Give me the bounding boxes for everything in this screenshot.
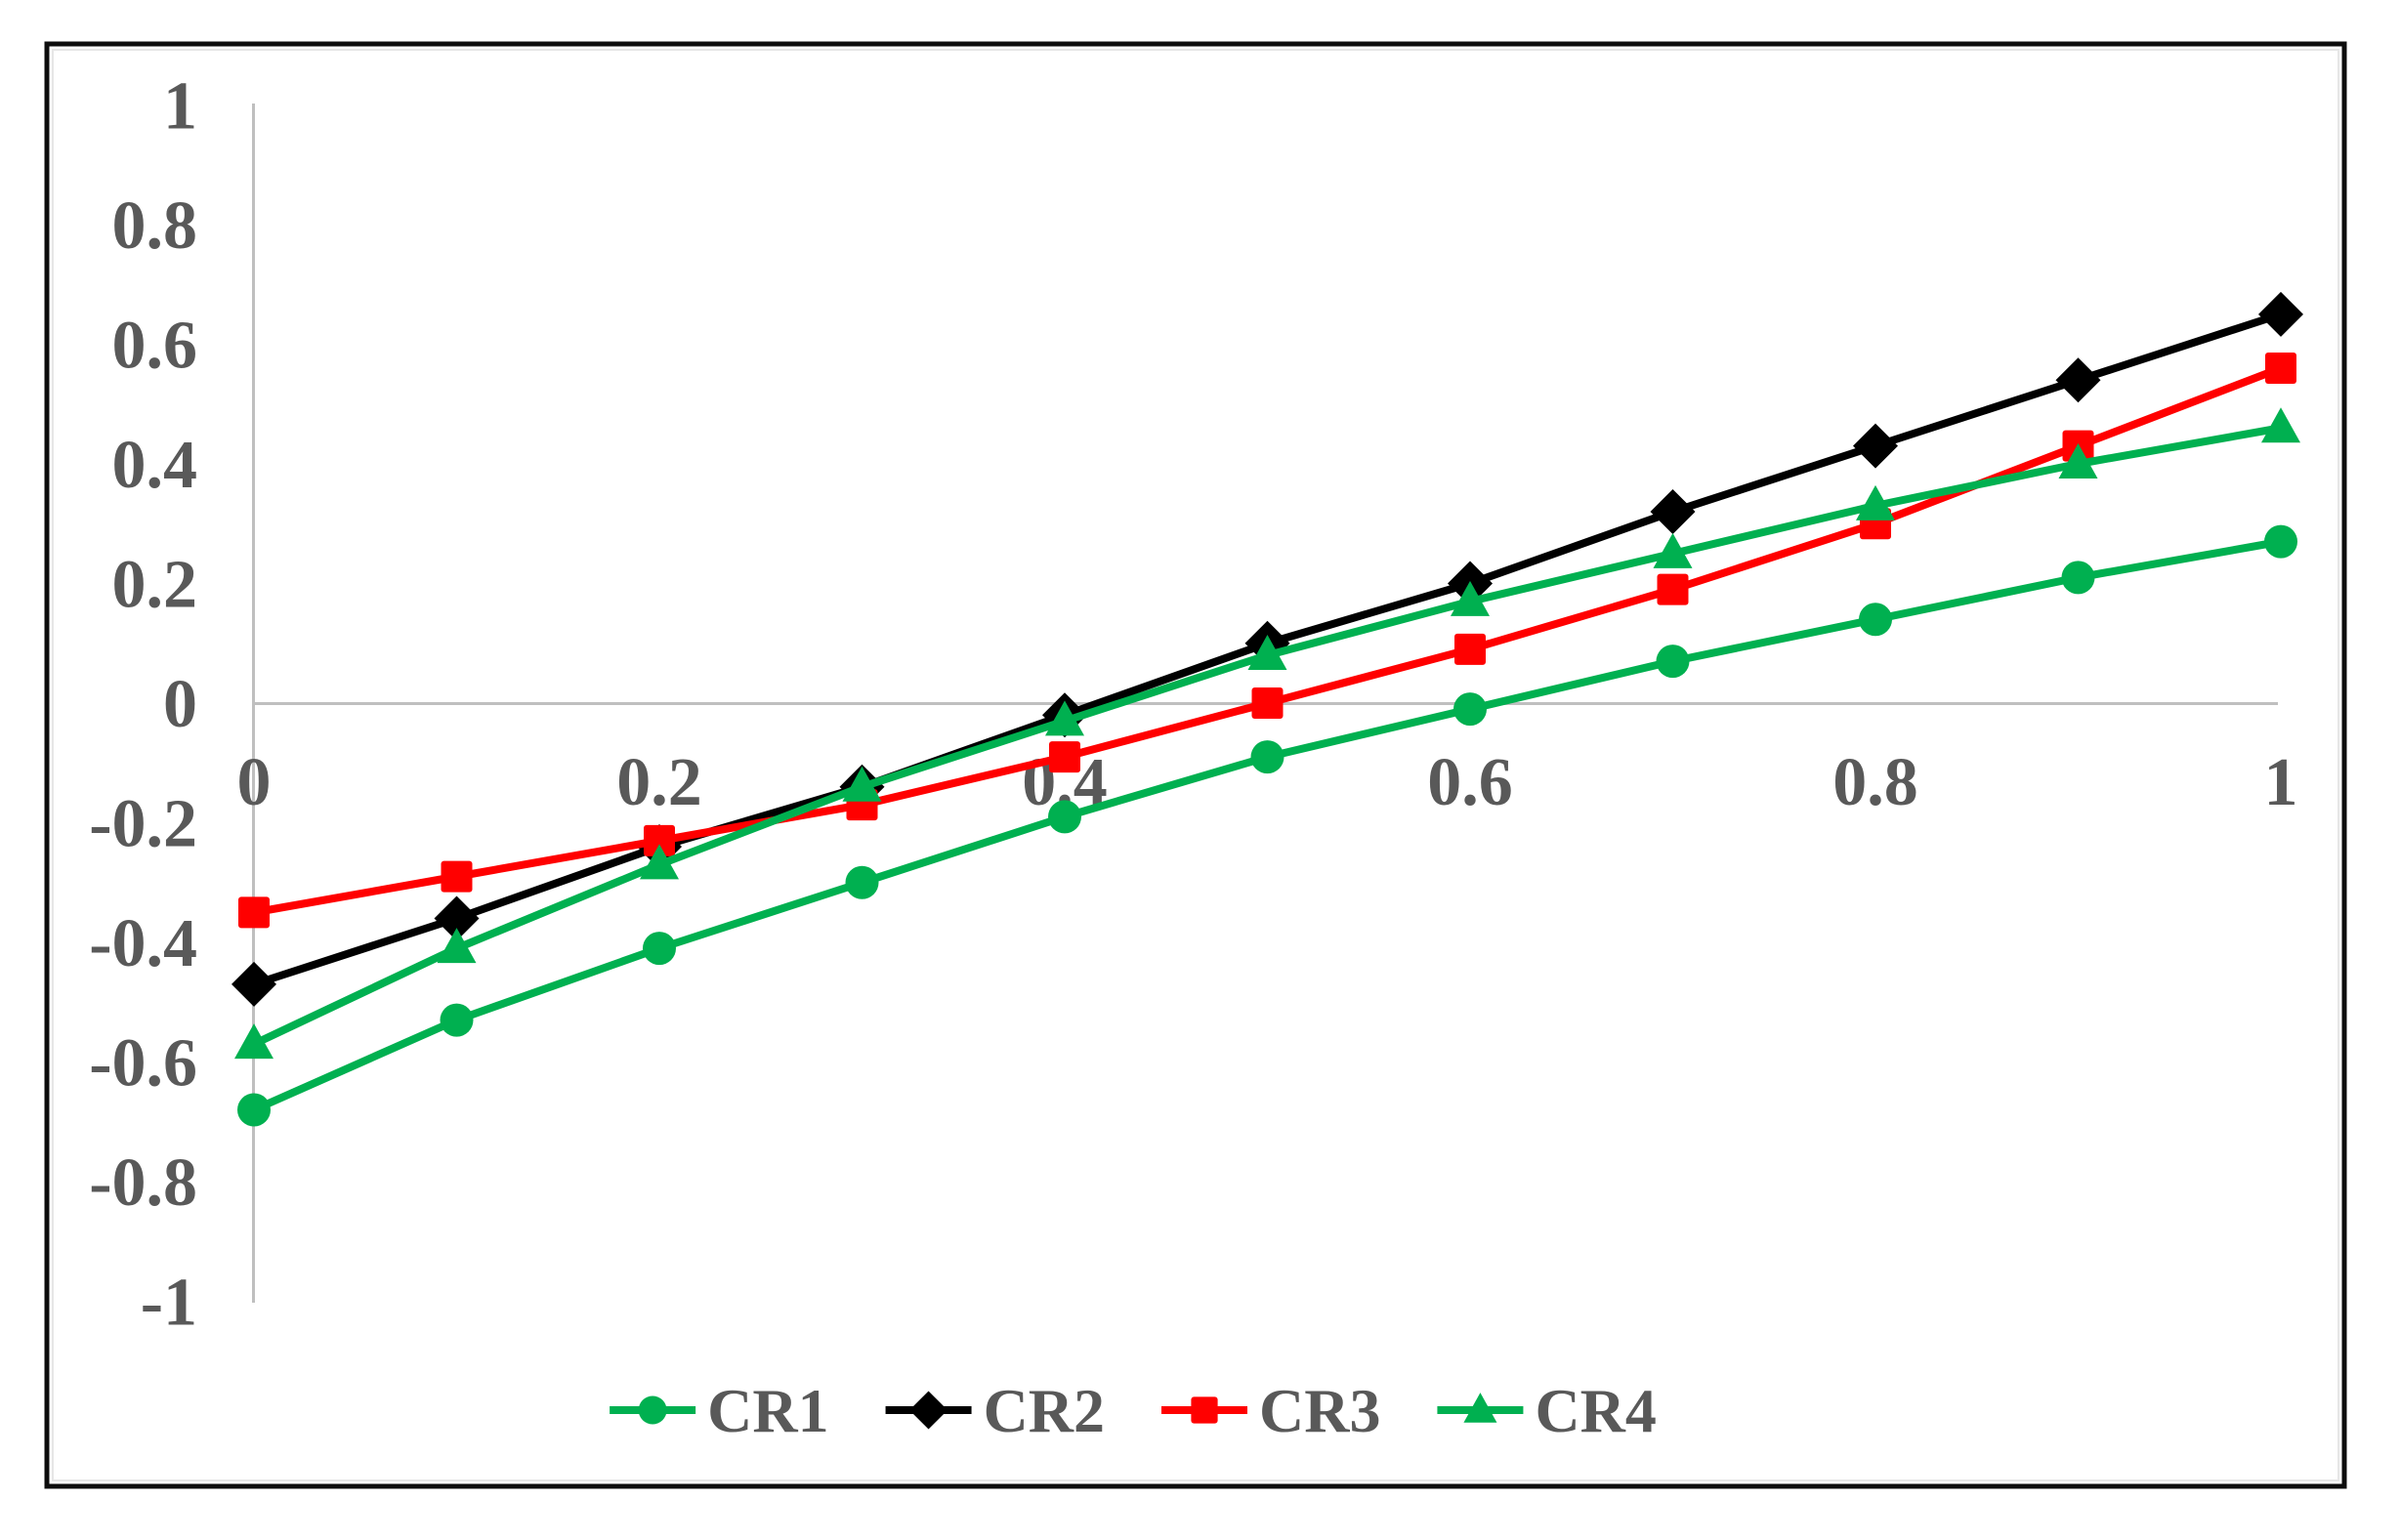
legend-square-icon <box>1191 1396 1218 1424</box>
x-tick-label-0: 0 <box>237 745 272 820</box>
marker-CR1-2 <box>643 932 676 966</box>
marker-CR1-3 <box>845 865 879 899</box>
marker-CR4-4 <box>1045 700 1084 736</box>
legend-label-CR4: CR4 <box>1535 1376 1656 1445</box>
y-tick-label--0.6: -0.6 <box>89 1026 197 1102</box>
marker-CR4-3 <box>842 766 882 802</box>
x-tick-label-0.8: 0.8 <box>1832 745 1918 820</box>
x-tick-label-0.6: 0.6 <box>1427 745 1513 820</box>
marker-CR3-0 <box>238 896 270 929</box>
marker-CR1-8 <box>1859 603 1892 637</box>
marker-CR2-10 <box>2258 291 2303 337</box>
marker-CR1-1 <box>440 1003 474 1037</box>
marker-CR4-5 <box>1247 635 1287 670</box>
marker-CR3-7 <box>1657 573 1689 605</box>
legend-label-CR1: CR1 <box>707 1376 828 1445</box>
marker-CR3-6 <box>1454 633 1486 665</box>
series-CR3 <box>238 353 2296 929</box>
marker-CR1-5 <box>1250 740 1284 774</box>
marker-CR4-7 <box>1653 532 1693 568</box>
marker-CR2-0 <box>232 961 276 1007</box>
marker-CR3-5 <box>1251 687 1284 719</box>
legend-circle-icon <box>638 1395 667 1425</box>
marker-CR3-1 <box>441 860 473 893</box>
legend-diamond-icon <box>909 1391 948 1430</box>
legend-item-CR2: CR2 <box>885 1376 1105 1445</box>
y-tick-label-0.6: 0.6 <box>112 309 198 384</box>
y-tick-label-0.8: 0.8 <box>112 188 198 264</box>
marker-CR4-9 <box>2058 443 2098 479</box>
legend-item-CR4: CR4 <box>1437 1376 1657 1445</box>
marker-CR1-9 <box>2061 561 2095 595</box>
marker-CR4-8 <box>1856 484 1895 520</box>
marker-CR4-10 <box>2261 407 2300 443</box>
y-tick-label-0.2: 0.2 <box>112 548 198 623</box>
marker-CR1-7 <box>1656 645 1690 679</box>
y-tick-label-0: 0 <box>163 667 197 742</box>
marker-CR2-9 <box>2055 357 2101 403</box>
legend-item-CR3: CR3 <box>1161 1376 1380 1445</box>
series-CR4 <box>234 407 2300 1060</box>
y-tick-label--0.8: -0.8 <box>89 1145 197 1221</box>
marker-CR3-10 <box>2265 353 2296 384</box>
marker-CR4-0 <box>234 1023 274 1060</box>
series-CR1 <box>237 524 2297 1127</box>
legend-triangle-icon <box>1463 1393 1497 1423</box>
figure-inner-border <box>52 49 2339 1481</box>
legend-label-CR2: CR2 <box>984 1376 1105 1445</box>
legend-item-CR1: CR1 <box>610 1376 829 1445</box>
legend-label-CR3: CR3 <box>1259 1376 1380 1445</box>
y-tick-label-1: 1 <box>163 69 197 145</box>
legend: CR1 CR2 CR3 CR4 <box>610 1376 1657 1445</box>
marker-CR2-8 <box>1853 423 1898 469</box>
x-tick-label-1: 1 <box>2264 745 2298 820</box>
marker-CR1-4 <box>1048 800 1081 834</box>
marker-CR2-7 <box>1650 489 1696 534</box>
marker-CR4-6 <box>1451 580 1490 616</box>
y-tick-label--1: -1 <box>141 1266 197 1341</box>
x-tick-label-0.2: 0.2 <box>616 745 702 820</box>
marker-CR1-10 <box>2264 524 2297 559</box>
marker-CR3-2 <box>644 824 675 856</box>
series-line-CR4 <box>250 424 2285 1049</box>
marker-CR1-0 <box>237 1093 271 1127</box>
marker-CR1-6 <box>1453 692 1487 727</box>
y-tick-label--0.4: -0.4 <box>89 906 197 981</box>
y-tick-label--0.2: -0.2 <box>89 787 197 862</box>
marker-CR2-1 <box>434 895 480 941</box>
marker-CR3-4 <box>1049 741 1080 773</box>
marker-CR4-1 <box>437 928 477 964</box>
marker-CR4-2 <box>640 844 679 880</box>
figure-border <box>44 41 2347 1489</box>
y-tick-label-0.4: 0.4 <box>112 428 198 503</box>
